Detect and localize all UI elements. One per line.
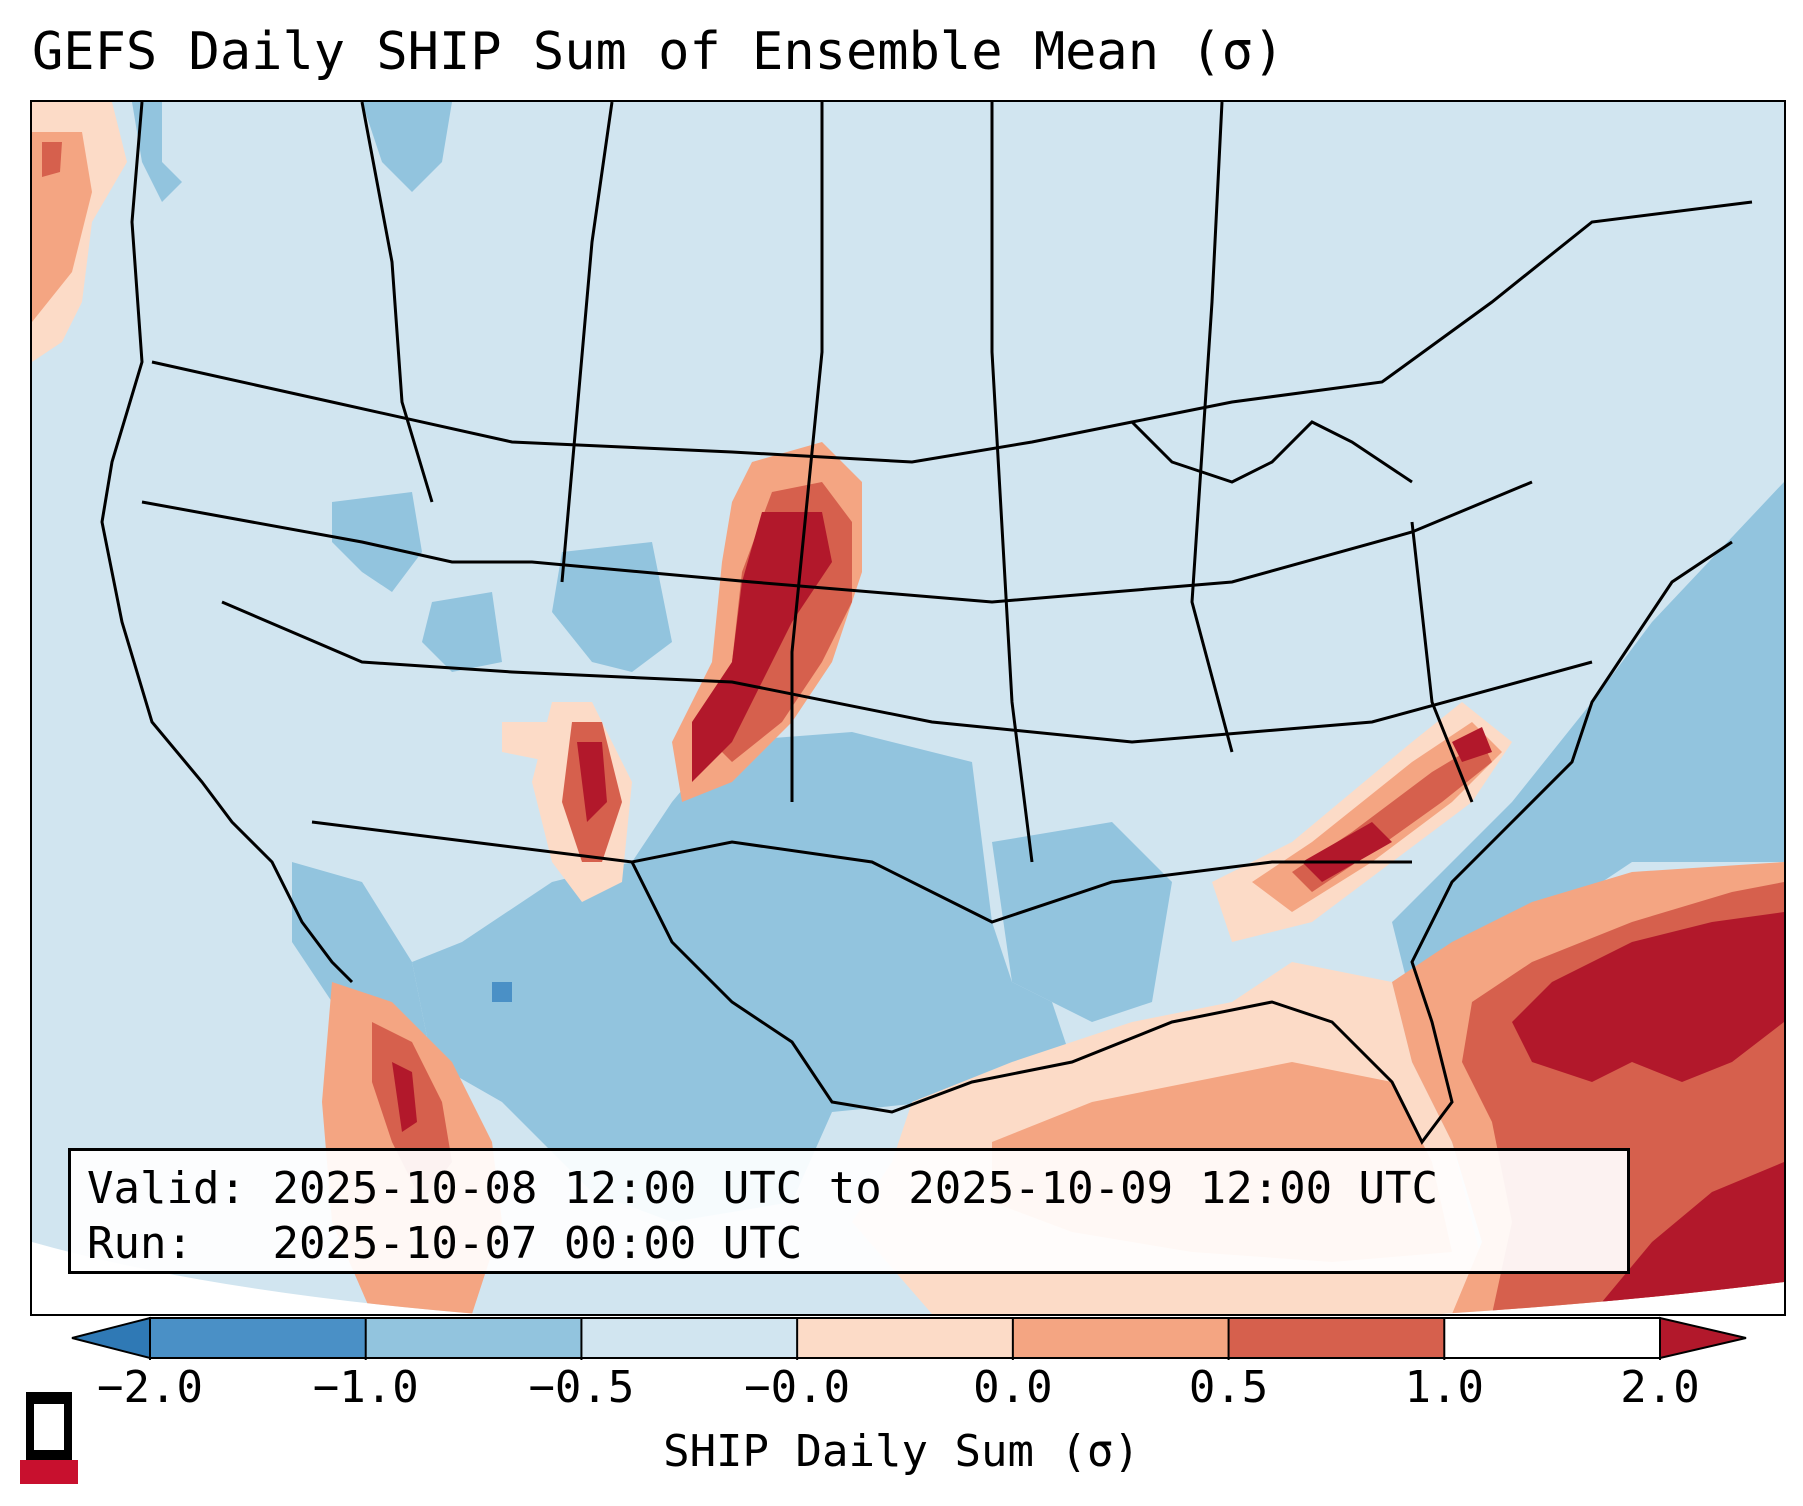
anomaly-mexico-strong-negative: [492, 982, 512, 1002]
colorbar-tick-label: 2.0: [1620, 1362, 1700, 1413]
anomaly-lower-mississippi-negative: [992, 822, 1172, 1022]
west-coastline: [100, 102, 354, 984]
anomaly-southeast-extreme-1: [1302, 822, 1392, 882]
northern-border: [151, 200, 1753, 464]
anomaly-new-mexico-extreme: [577, 742, 607, 822]
boundary-lines: [100, 102, 1753, 1145]
anomaly-atlantic-strong-1: [1512, 912, 1784, 1082]
anomaly-atlantic-negative: [1392, 482, 1784, 1002]
logo-banner: [20, 1460, 78, 1484]
anomaly-basin-negative-2: [422, 592, 502, 672]
colorbar-tick-label: −2.0: [97, 1362, 203, 1413]
colorbar-tick-label: −0.0: [744, 1362, 851, 1413]
colorbar-segment: [797, 1318, 1013, 1358]
anomaly-atlantic-strong-2: [1592, 1162, 1784, 1314]
run-value: 2025-10-07 00:00 UTC: [272, 1218, 803, 1269]
niu-logo: [20, 1392, 78, 1484]
anomaly-basin-negative-1: [332, 492, 422, 592]
anomaly-pacific-strong: [42, 142, 62, 177]
anomaly-west-mexico-extreme: [392, 1062, 417, 1132]
anomaly-plains-extreme: [692, 512, 832, 782]
colorbar-segment: [365, 1318, 582, 1358]
colorbar-tick-label: 1.0: [1404, 1362, 1485, 1413]
valid-label: Valid:: [87, 1163, 246, 1214]
meridian-line-1: [360, 102, 434, 503]
colorbar-extend-high: [1659, 1316, 1747, 1360]
run-label: Run:: [87, 1218, 193, 1269]
colorbar-tick-label: −1.0: [312, 1362, 419, 1413]
central-divider-mid: [221, 600, 1593, 744]
colorbar-segment: [581, 1318, 798, 1358]
colorbar-segment: [1012, 1318, 1229, 1358]
colorbar-tick-label: 0.5: [1188, 1362, 1269, 1413]
meridian-line-2: [560, 102, 614, 583]
anomaly-nw-negative-1: [132, 102, 182, 202]
map-canvas: [32, 102, 1784, 1314]
colorbar: [71, 1316, 1747, 1360]
chart-title: GEFS Daily SHIP Sum of Ensemble Mean (σ): [32, 22, 1285, 82]
info-box: Valid: 2025-10-08 12:00 UTC to 2025-10-0…: [68, 1148, 1630, 1274]
colorbar-extend-low: [71, 1316, 151, 1360]
anomaly-nw-negative-2: [362, 102, 452, 192]
anomaly-texas-negative: [412, 732, 1072, 1222]
anomaly-colorado-negative: [552, 542, 672, 672]
colorbar-tick-label: −0.5: [528, 1362, 635, 1413]
anomaly-pacific-moderate: [32, 132, 92, 322]
meridian-line-4: [990, 102, 1034, 863]
colorbar-label: SHIP Daily Sum (σ): [663, 1426, 1140, 1477]
colorbar-segment: [150, 1318, 366, 1358]
central-divider-north: [141, 480, 1533, 604]
valid-value: 2025-10-08 12:00 UTC to 2025-10-09 12:00…: [272, 1163, 1439, 1214]
meridian-line-6: [1410, 521, 1474, 803]
colorbar-segment: [1228, 1318, 1445, 1358]
central-divider-south: [311, 820, 1412, 924]
logo-window: [34, 1404, 64, 1450]
great-lakes-outline: [1130, 420, 1413, 484]
meridian-line-3: [790, 102, 824, 802]
ship-field: [32, 102, 1784, 1314]
anomaly-southeast-extreme-2: [1452, 727, 1492, 762]
meridian-line-5: [1190, 102, 1234, 753]
map-panel: [30, 100, 1786, 1316]
colorbar-tick-label: 0.0: [973, 1362, 1053, 1413]
anomaly-arizona-positive: [502, 722, 552, 762]
gulf-atlantic-coastline: [630, 540, 1733, 1145]
